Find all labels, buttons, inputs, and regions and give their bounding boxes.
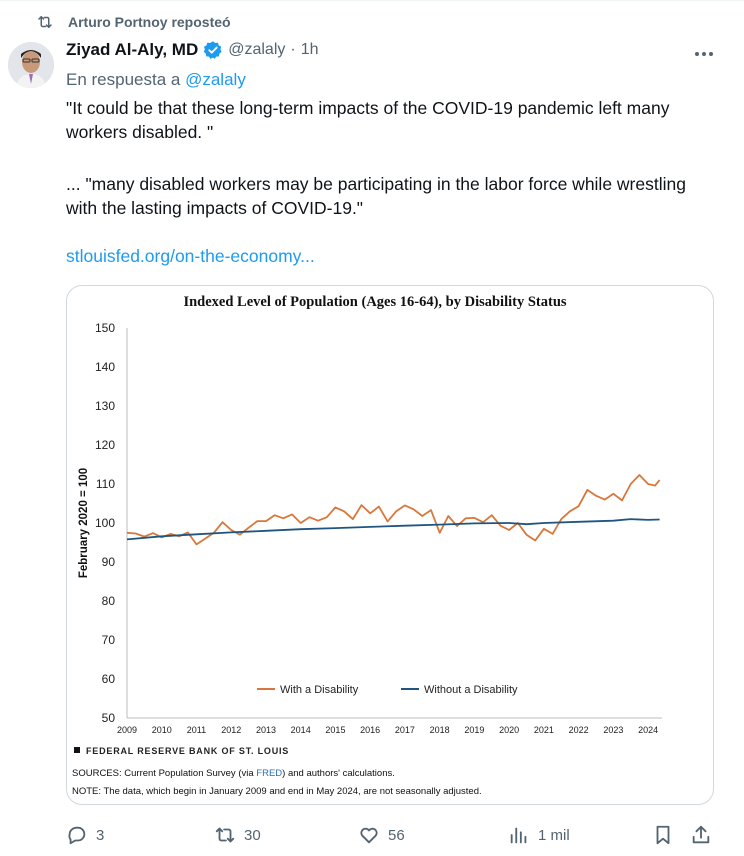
more-dot-icon — [709, 52, 713, 56]
repost-icon — [38, 16, 52, 28]
x-tick-label: 2011 — [187, 725, 206, 735]
tweet-paragraph-2: ... "many disabled workers may be partic… — [66, 174, 686, 218]
y-tick-label: 130 — [95, 399, 115, 413]
chart-svg: Indexed Level of Population (Ages 16-64)… — [72, 294, 662, 797]
y-tick-label: 60 — [102, 672, 116, 686]
legend-label: With a Disability — [280, 684, 359, 696]
fed-bullet-icon — [74, 747, 80, 753]
series-line-without-disability — [126, 518, 660, 541]
y-tick-label: 50 — [102, 711, 116, 725]
like-count: 56 — [388, 826, 405, 844]
x-tick-label: 2013 — [256, 725, 276, 735]
repost-icon — [215, 827, 235, 843]
chart-image[interactable]: Indexed Level of Population (Ages 16-64)… — [66, 285, 714, 805]
author-handle[interactable]: @zalaly — [228, 41, 286, 58]
x-tick-label: 2015 — [325, 725, 345, 735]
views-count: 1 mil — [538, 826, 570, 844]
bookmark-button[interactable] — [652, 818, 674, 852]
x-tick-label: 2020 — [499, 725, 519, 735]
source-line: FEDERAL RESERVE BANK OF ST. LOUIS — [86, 746, 289, 756]
chart-title: Indexed Level of Population (Ages 16-64)… — [183, 294, 566, 310]
top-divider — [0, 0, 744, 1]
y-tick-label: 90 — [102, 555, 116, 569]
reply-context: En respuesta a @zalaly — [66, 70, 246, 90]
series-line-with-disability — [126, 474, 661, 546]
x-tick-label: 2014 — [291, 725, 311, 735]
tweet-link[interactable]: stlouisfed.org/on-the-economy... — [66, 246, 315, 266]
repost-count: 30 — [244, 826, 261, 844]
bookmark-icon — [656, 825, 670, 845]
tweet-paragraph-1: "It could be that these long-term impact… — [66, 98, 670, 142]
share-button[interactable] — [690, 818, 712, 852]
fred-link: FRED — [256, 768, 282, 779]
reply-button[interactable]: 3 — [66, 818, 104, 852]
x-tick-label: 2016 — [360, 725, 380, 735]
x-tick-label: 2009 — [117, 725, 137, 735]
reply-mention-link[interactable]: @zalaly — [185, 70, 246, 89]
like-button[interactable]: 56 — [358, 818, 405, 852]
avatar-image — [8, 42, 54, 88]
avatar[interactable] — [8, 42, 54, 88]
x-tick-label: 2021 — [534, 725, 554, 735]
y-tick-label: 80 — [102, 594, 116, 608]
x-tick-label: 2019 — [464, 725, 484, 735]
x-tick-label: 2010 — [152, 725, 172, 735]
reply-icon — [68, 826, 86, 845]
reply-prefix: En respuesta a — [66, 70, 181, 89]
repost-button[interactable]: 30 — [214, 818, 261, 852]
y-axis-label: February 2020 = 100 — [78, 468, 90, 578]
x-tick-label: 2023 — [603, 725, 623, 735]
analytics-icon — [510, 827, 527, 844]
more-options-button[interactable] — [692, 44, 716, 64]
legend-label: Without a Disability — [424, 684, 518, 696]
more-dot-icon — [702, 52, 706, 56]
post-time[interactable]: 1h — [300, 41, 319, 58]
x-tick-label: 2024 — [638, 725, 658, 735]
note-text: NOTE: The data, which begin in January 2… — [72, 786, 482, 797]
x-tick-label: 2018 — [430, 725, 450, 735]
y-tick-label: 70 — [102, 633, 116, 647]
action-bar: 3 30 56 1 mil — [0, 818, 744, 852]
y-tick-label: 110 — [96, 477, 115, 491]
verified-badge-icon[interactable] — [203, 40, 223, 60]
more-dot-icon — [695, 52, 699, 56]
sources-suffix: ) and authors' calculations. — [282, 768, 395, 779]
repost-context[interactable]: Arturo Portnoy reposteó — [36, 13, 231, 31]
sources-text: SOURCES: Current Population Survey (via … — [72, 768, 395, 779]
separator-dot: · — [290, 41, 296, 58]
share-icon — [692, 825, 710, 844]
x-tick-label: 2017 — [395, 725, 415, 735]
x-tick-label: 2012 — [221, 725, 241, 735]
sources-prefix: SOURCES: Current Population Survey (via — [72, 768, 256, 779]
views-button[interactable]: 1 mil — [508, 818, 570, 852]
x-tick-label: 2022 — [569, 725, 589, 735]
y-tick-label: 120 — [95, 438, 115, 452]
author-header: Ziyad Al-Aly, MD @zalaly · 1h — [66, 40, 319, 60]
y-tick-label: 100 — [95, 516, 115, 530]
heart-icon — [360, 827, 378, 844]
reply-count: 3 — [96, 826, 105, 844]
author-name[interactable]: Ziyad Al-Aly, MD — [66, 40, 199, 59]
y-tick-label: 140 — [95, 360, 115, 374]
y-tick-label: 150 — [95, 321, 115, 335]
repost-text: Arturo Portnoy reposteó — [68, 14, 231, 30]
